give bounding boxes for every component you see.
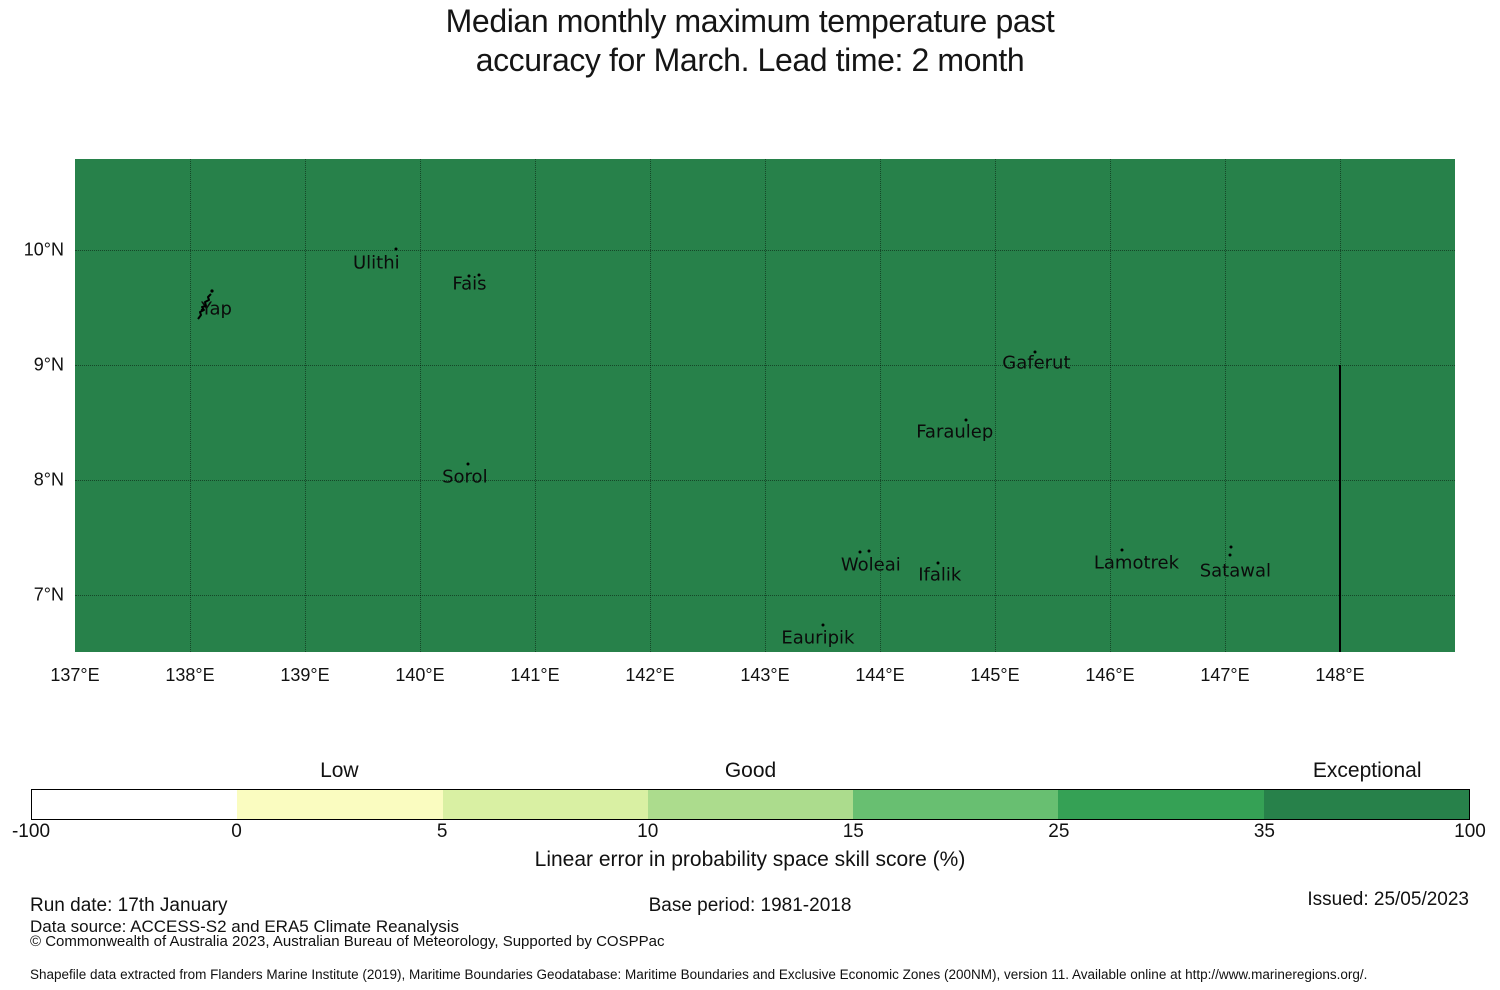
- colorbar-segment-10-to-15: [647, 790, 854, 819]
- y-axis-tick-label: 9°N: [33, 354, 64, 375]
- footer-data-source: Data source: ACCESS-S2 and ERA5 Climate …: [30, 917, 459, 936]
- y-axis-tick-label: 7°N: [33, 584, 64, 605]
- island-label-yap: Yap: [200, 298, 232, 320]
- colorbar-tick-label: 10: [637, 821, 659, 842]
- map-gridline-vertical: [420, 159, 421, 652]
- island-marker-lamotrek: [1120, 548, 1123, 552]
- x-axis-tick-label: 148°E: [1315, 665, 1365, 685]
- x-axis-tick-label: 139°E: [280, 665, 330, 685]
- map-gridline-vertical: [650, 159, 651, 652]
- map-canvas: Yap Ulithi Fais Sorol Gaferut Faraulep Woleai I…: [75, 159, 1455, 652]
- map-gridline-vertical: [190, 159, 191, 652]
- colorbar-segment--100-to-0: [32, 790, 238, 819]
- x-axis-tick-label: 141°E: [510, 665, 560, 685]
- x-axis-tick-label: 145°E: [970, 665, 1020, 685]
- island-label-satawal: Satawal: [1199, 560, 1271, 582]
- island-label-fais: Fais: [452, 273, 487, 295]
- island-marker-eauripik: [821, 623, 824, 627]
- x-axis-tick-label: 142°E: [625, 665, 675, 685]
- map-gridline-horizontal: [75, 249, 1455, 251]
- map-gridline-horizontal: [75, 594, 1455, 596]
- yap-island-shape-svg: [197, 289, 214, 320]
- island-marker-satawal: [1229, 545, 1233, 549]
- colorbar-tick-label: 0: [231, 821, 242, 842]
- island-label-lamotrek: Lamotrek: [1093, 552, 1180, 574]
- x-axis-tick-label: 146°E: [1085, 665, 1135, 685]
- colorbar-tick-label: 25: [1048, 821, 1070, 842]
- map-gridline-vertical: [765, 159, 766, 652]
- colorbar-segment-35-to-100: [1263, 790, 1469, 819]
- map-gridline-vertical: [880, 159, 881, 652]
- x-axis-tick-label: 147°E: [1200, 665, 1250, 685]
- map-gridline-vertical: [1225, 159, 1226, 652]
- x-axis-tick-label: 138°E: [165, 665, 215, 685]
- island-label-ulithi: Ulithi: [352, 252, 400, 274]
- island-label-woleai: Woleai: [840, 554, 901, 576]
- page-title: Median monthly maximum temperature past …: [0, 2, 1500, 80]
- footer-base-period: Base period: 1981-2018: [648, 895, 852, 916]
- maritime-boundary-line: [1339, 364, 1341, 652]
- island-label-eauripik: Eauripik: [781, 627, 855, 648]
- island-marker-ulithi: [394, 247, 398, 251]
- map-gridline-vertical: [995, 159, 996, 652]
- colorbar-tick-label: -100: [11, 821, 51, 842]
- footer-shapefile-note: Shapefile data extracted from Flanders M…: [30, 967, 1368, 982]
- island-label-ifalik: Ifalik: [918, 564, 962, 586]
- colorbar-category-good: Good: [724, 759, 777, 782]
- footer-issued-date: Issued: 25/05/2023: [1307, 889, 1469, 910]
- footer-copyright: © Commonwealth of Australia 2023, Austra…: [30, 933, 665, 950]
- x-axis-tick-label: 137°E: [50, 665, 100, 685]
- x-axis-tick-label: 144°E: [855, 665, 905, 685]
- island-marker-satawal: [1228, 553, 1232, 557]
- title-line-1: Median monthly maximum temperature past: [445, 3, 1055, 39]
- y-axis-tick-label: 10°N: [23, 239, 64, 260]
- colorbar-tick-label: 15: [842, 821, 864, 842]
- colorbar-segment-15-to-25: [853, 790, 1059, 819]
- x-axis-tick-label: 140°E: [395, 665, 445, 685]
- island-marker-ifalik: [936, 561, 939, 565]
- colorbar-tick-label: 100: [1454, 821, 1486, 842]
- colorbar-segment-0-to-5: [237, 790, 443, 819]
- island-marker-sorol: [466, 462, 470, 466]
- y-axis-tick-label: 8°N: [33, 469, 64, 490]
- footer-run-date: Run date: 17th January: [30, 895, 228, 916]
- island-label-faraulep: Faraulep: [916, 421, 994, 443]
- island-marker-faraulep: [964, 418, 968, 422]
- island-marker-woleai: [858, 550, 862, 554]
- map-gridline-horizontal: [75, 479, 1455, 481]
- yap-island-outline: [193, 288, 217, 327]
- colorbar-axis-label: Linear error in probability space skill …: [534, 848, 966, 871]
- x-axis-tick-label: 143°E: [740, 665, 790, 685]
- colorbar-category-exceptional: Exceptional: [1312, 759, 1422, 782]
- colorbar-category-low: Low: [320, 759, 359, 782]
- island-marker-fais: [467, 274, 471, 278]
- island-marker-gaferut: [1033, 350, 1037, 354]
- map-gridline-vertical: [1110, 159, 1111, 652]
- title-line-2: accuracy for March. Lead time: 2 month: [475, 42, 1025, 78]
- island-label-sorol: Sorol: [442, 466, 488, 487]
- colorbar-segment-25-to-35: [1058, 790, 1264, 819]
- map-gridline-vertical: [305, 159, 306, 652]
- map-gridline-horizontal: [75, 364, 1455, 366]
- island-label-gaferut: Gaferut: [1002, 352, 1071, 374]
- colorbar-segment-5-to-10: [442, 790, 648, 819]
- island-marker-woleai: [867, 549, 870, 553]
- colorbar-tick-label: 35: [1253, 821, 1275, 842]
- island-marker-fais: [477, 273, 481, 277]
- colorbar: [31, 789, 1470, 820]
- map-gridline-vertical: [535, 159, 536, 652]
- colorbar-tick-label: 5: [436, 821, 448, 842]
